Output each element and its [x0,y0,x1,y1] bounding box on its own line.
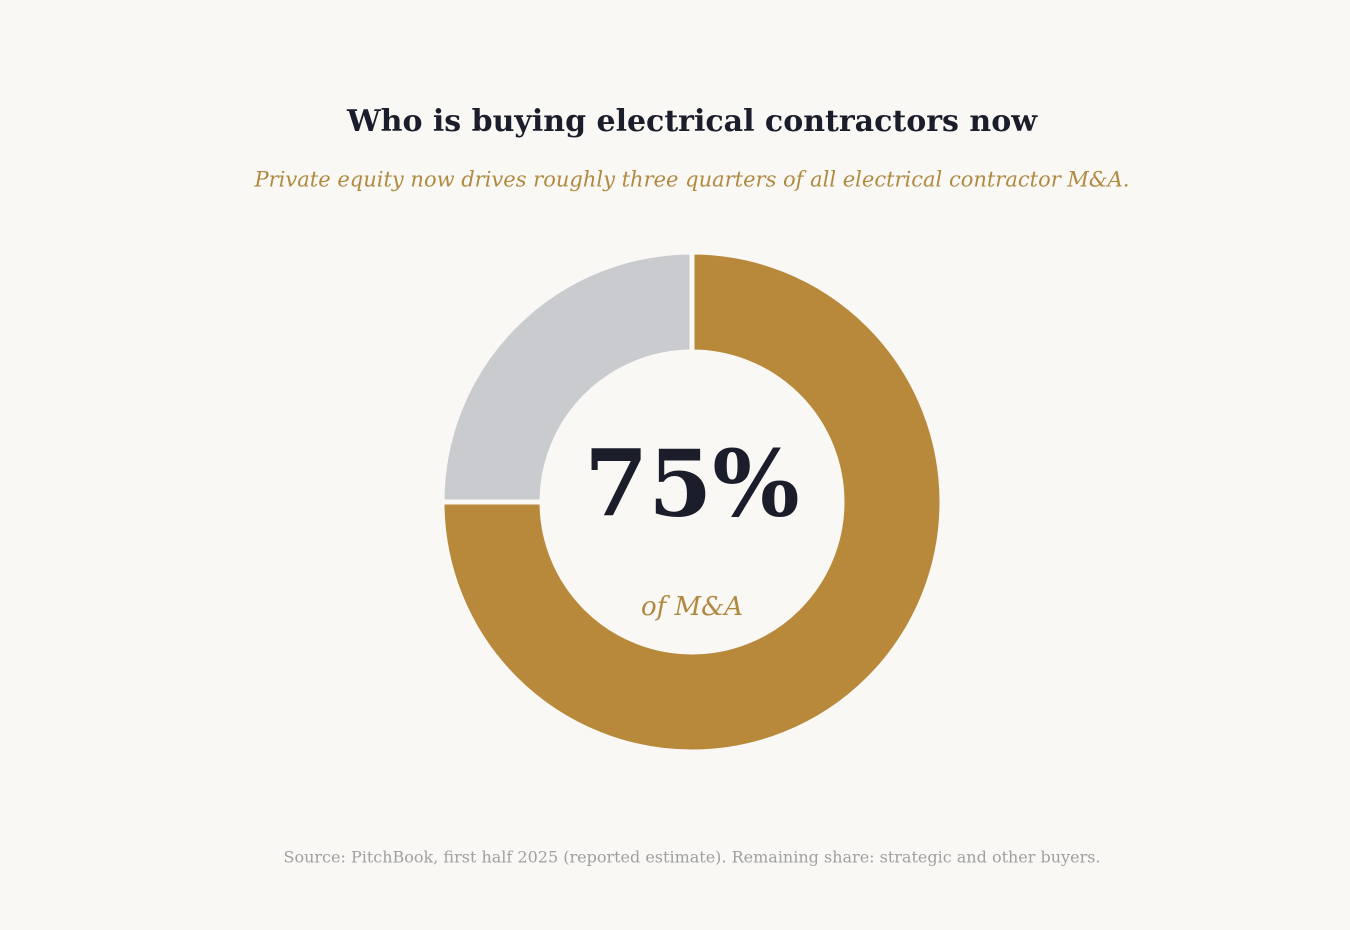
source-note: Source: PitchBook, first half 2025 (repo… [283,848,1100,867]
chart-title: Who is buying electrical contractors now [346,104,1038,139]
chart-subtitle: Private equity now drives roughly three … [254,168,1130,192]
center-value-label: 75% [584,430,799,538]
donut-segment [439,249,695,505]
donut-segment [439,249,945,755]
center-caption: of M&A [641,592,743,622]
donut [439,249,945,755]
